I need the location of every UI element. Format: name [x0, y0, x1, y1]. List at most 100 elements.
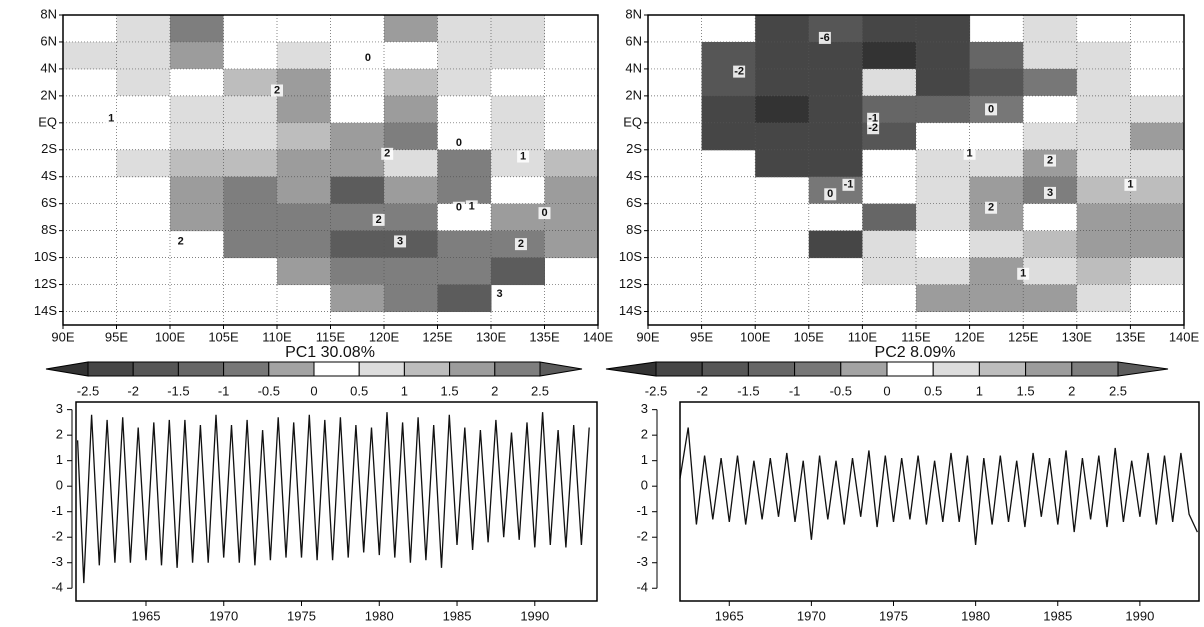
contour-label-bg	[465, 200, 478, 213]
colorbar-label: -2.5	[645, 383, 667, 398]
colorbar-box	[747, 361, 796, 377]
field-cell	[1076, 41, 1131, 70]
field-cell	[755, 122, 810, 151]
field-cell	[969, 257, 1024, 286]
field-cell	[1076, 203, 1131, 232]
contour-label: 1	[1020, 268, 1026, 280]
x-tick-label: 140E	[583, 329, 614, 344]
contour-label: 2	[1047, 154, 1053, 166]
colorbar-label: 0	[883, 383, 890, 398]
field-cell	[544, 122, 598, 151]
y-tick-label: -4	[51, 580, 63, 595]
colorbar-box	[177, 361, 225, 377]
contour-label-bg	[514, 238, 527, 251]
field-cell	[277, 15, 331, 43]
field-cell	[808, 149, 863, 178]
y-tick-label: 12S	[619, 276, 642, 291]
contour-label: 0	[541, 207, 547, 219]
field-cell	[862, 149, 917, 178]
field-cell	[1076, 284, 1131, 313]
colorbar-extend	[45, 361, 89, 377]
field-cell	[969, 68, 1024, 97]
x-tick-label: 1990	[1125, 608, 1154, 623]
map-frame	[62, 14, 599, 326]
pc-line	[679, 427, 1198, 545]
y-tick-label: 0	[641, 478, 648, 493]
field-cell	[544, 149, 598, 178]
field-cell	[223, 122, 278, 151]
colorbar-label: -1	[789, 383, 801, 398]
contour-label: 0	[827, 188, 833, 200]
colorbar-label: -2	[696, 383, 708, 398]
x-tick-label: 95E	[105, 329, 128, 344]
y-tick-label: 3	[641, 401, 648, 416]
field-cell	[384, 176, 438, 205]
field-cell	[808, 95, 863, 124]
field-cell	[63, 41, 117, 70]
field-cell	[862, 230, 917, 259]
field-cell	[544, 95, 598, 124]
contour-label: 2	[178, 235, 184, 247]
field-cell	[277, 203, 331, 232]
field-cell	[330, 176, 385, 205]
field-cell	[277, 122, 331, 151]
field-cell	[330, 257, 385, 286]
x-tick-label: 105E	[208, 329, 239, 344]
colorbar-box	[358, 361, 405, 377]
colorbar-label: 1.5	[1017, 383, 1035, 398]
field-cell	[1023, 284, 1078, 313]
field-cell	[116, 15, 171, 43]
field-cell	[969, 176, 1024, 205]
x-tick-label: 140E	[1169, 329, 1200, 344]
field-cell	[491, 95, 545, 124]
field-cell	[170, 176, 224, 205]
x-tick-label: 1965	[132, 608, 161, 623]
field-cell	[916, 230, 971, 259]
contour-label-bg	[517, 150, 530, 163]
field-cell	[862, 68, 917, 97]
x-tick-label: 90E	[51, 329, 74, 344]
contour-label: 0	[456, 202, 462, 214]
x-tick-label: 1980	[961, 608, 990, 623]
field-cell	[862, 257, 917, 286]
x-tick-label: 1985	[1043, 608, 1072, 623]
contour-label-bg	[493, 288, 506, 300]
field-cell	[437, 149, 492, 178]
y-tick-label: -2	[51, 529, 63, 544]
colorbar-extend	[539, 361, 583, 377]
colorbar-extend	[605, 361, 657, 377]
field-cell	[116, 149, 171, 178]
contour-label-bg	[985, 201, 998, 214]
field-cell	[1076, 68, 1131, 97]
y-tick-label: 10S	[34, 249, 57, 264]
y-tick-label: 6S	[41, 195, 57, 210]
contour-label: 2	[384, 148, 390, 160]
field-cell	[491, 122, 545, 151]
x-tick-label: 135E	[529, 329, 560, 344]
colorbar-box	[223, 361, 270, 377]
field-cell	[437, 95, 492, 124]
y-tick-label: 2	[56, 427, 63, 442]
y-tick-label: 8N	[40, 6, 57, 21]
field-cell	[491, 68, 545, 97]
y-tick-label: 6N	[40, 33, 57, 48]
colorbar-label: -1.5	[167, 383, 189, 398]
contour-label-bg	[1044, 186, 1056, 199]
x-tick-label: 130E	[1062, 329, 1093, 344]
y-tick-label: -1	[636, 503, 648, 518]
y-tick-label: 4S	[626, 168, 642, 183]
field-cell	[1130, 41, 1184, 70]
field-cell	[1130, 203, 1184, 232]
y-tick-label: 4N	[40, 60, 57, 75]
contour-label-bg	[174, 235, 187, 248]
contour-label: 3	[397, 235, 403, 247]
y-tick-label: 4N	[625, 60, 642, 75]
x-tick-label: 115E	[316, 329, 346, 344]
x-tick-label: 105E	[794, 329, 825, 344]
contour-label-bg	[381, 147, 394, 160]
field-cell	[330, 41, 385, 70]
colorbar-box	[655, 361, 703, 377]
field-cell	[170, 122, 224, 151]
x-tick-label: 1975	[879, 608, 908, 623]
colorbar-box	[132, 361, 179, 377]
